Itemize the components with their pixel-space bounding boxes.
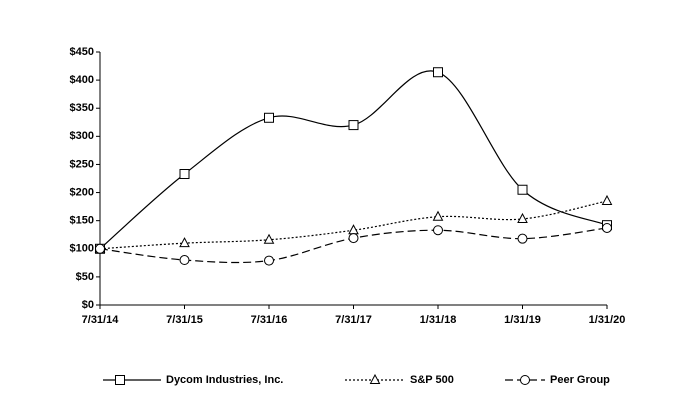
data-point xyxy=(348,233,359,244)
legend-label: Peer Group xyxy=(550,374,610,386)
legend-marker xyxy=(520,375,530,385)
x-tick-label: 1/31/19 xyxy=(504,314,541,326)
data-point xyxy=(263,233,275,244)
data-point xyxy=(433,225,443,236)
legend-label: S&P 500 xyxy=(410,374,454,386)
x-tick-label: 7/31/17 xyxy=(335,314,372,326)
y-tick-label: $400 xyxy=(70,74,94,86)
legend-marker xyxy=(369,373,381,384)
y-tick-label: $450 xyxy=(70,46,94,58)
x-tick-label: 7/31/15 xyxy=(166,314,203,326)
x-tick-label: 7/31/14 xyxy=(82,314,120,326)
data-point xyxy=(517,184,528,195)
y-tick-label: $350 xyxy=(70,102,94,114)
data-point xyxy=(433,67,443,78)
x-tick-label: 1/31/20 xyxy=(589,314,626,326)
data-point xyxy=(179,255,190,266)
data-point xyxy=(602,222,612,233)
legend-label: Dycom Industries, Inc. xyxy=(166,374,283,386)
data-point xyxy=(601,194,613,205)
y-tick-label: $0 xyxy=(82,299,94,311)
data-point xyxy=(179,169,190,180)
data-point xyxy=(432,210,444,221)
data-point xyxy=(95,243,105,254)
y-tick-label: $200 xyxy=(70,186,94,198)
data-point xyxy=(264,255,274,266)
y-tick-label: $50 xyxy=(76,271,94,283)
y-tick-label: $250 xyxy=(70,158,94,170)
y-tick-label: $150 xyxy=(70,215,94,227)
data-point xyxy=(517,233,528,244)
y-tick-label: $300 xyxy=(70,130,94,142)
data-point xyxy=(179,237,190,248)
series-line xyxy=(99,70,608,250)
data-point xyxy=(348,120,359,131)
legend-marker xyxy=(115,375,125,385)
y-tick-label: $100 xyxy=(70,243,94,255)
data-point xyxy=(517,212,528,223)
x-tick-label: 7/31/16 xyxy=(251,314,288,326)
x-tick-label: 1/31/18 xyxy=(420,314,457,326)
data-point xyxy=(264,112,274,123)
